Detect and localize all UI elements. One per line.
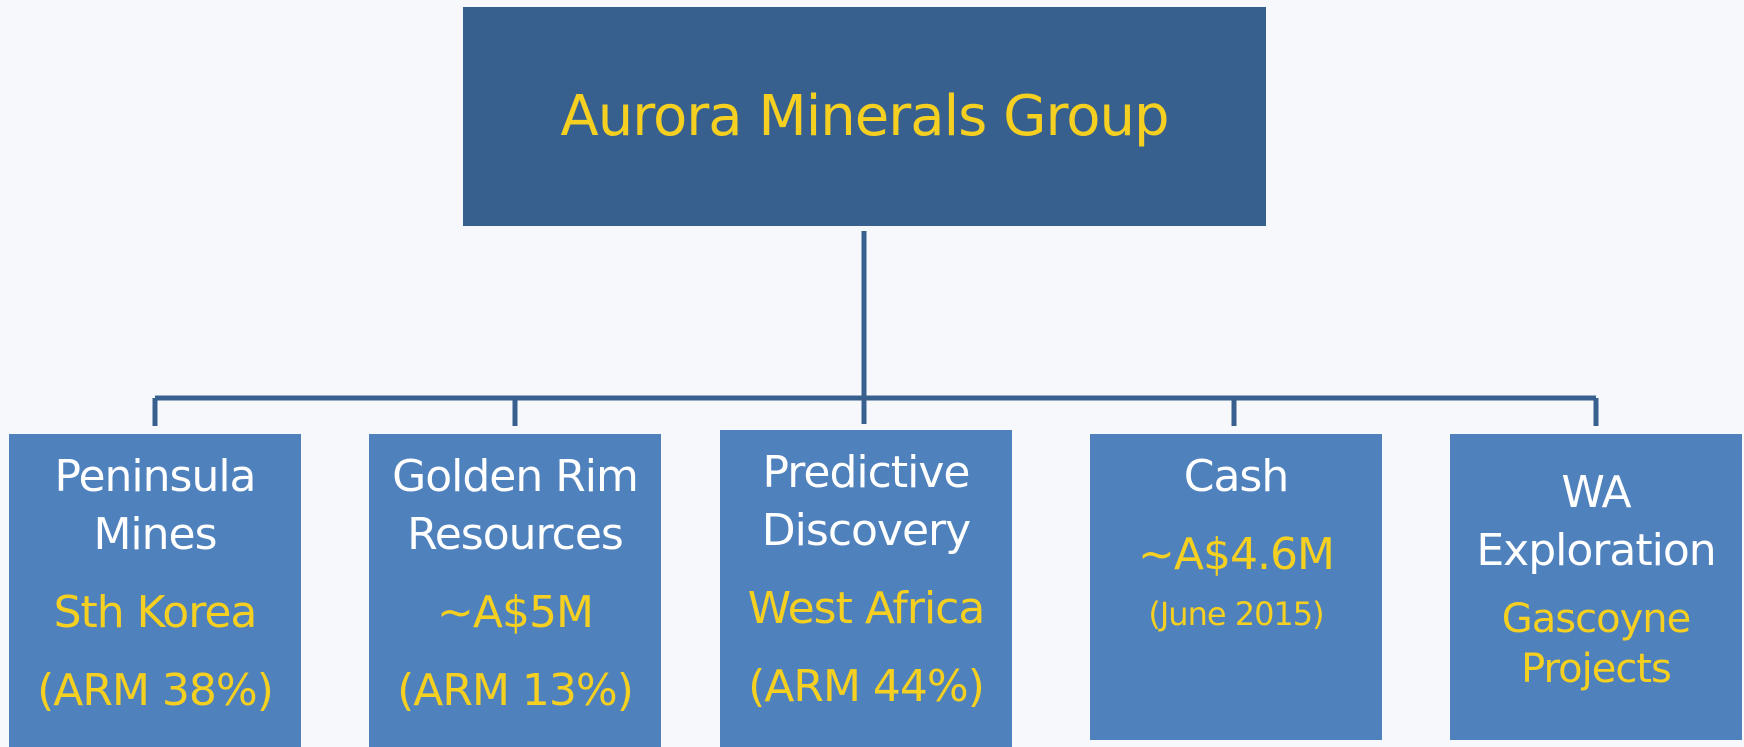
root-title: Aurora Minerals Group [560, 84, 1169, 149]
node-name: Predictive Discovery [761, 447, 971, 556]
node-detail: West Africa [747, 583, 986, 634]
node-detail: (June 2015) [1148, 595, 1324, 633]
child-node: Predictive Discovery West Africa (ARM 44%) [720, 430, 1012, 747]
node-name: Peninsula Mines [54, 451, 256, 560]
child-node: Cash ~A$4.6M (June 2015) [1090, 434, 1382, 740]
child-node: WA Exploration Gascoyne Projects [1450, 434, 1742, 740]
node-name: Golden Rim Resources [392, 451, 639, 560]
node-name: Cash [1183, 451, 1289, 502]
node-detail: (ARM 44%) [748, 661, 985, 712]
child-node: Peninsula Mines Sth Korea (ARM 38%) [9, 434, 301, 747]
child-node: Golden Rim Resources ~A$5M (ARM 13%) [369, 434, 661, 747]
node-detail: ~A$4.6M [1138, 529, 1335, 580]
node-detail: Gascoyne Projects [1501, 596, 1691, 692]
root-node: Aurora Minerals Group [463, 7, 1266, 226]
node-detail: (ARM 38%) [37, 665, 274, 716]
node-detail: (ARM 13%) [397, 665, 634, 716]
node-detail: ~A$5M [437, 587, 594, 638]
node-name: WA Exploration [1476, 467, 1716, 576]
node-detail: Sth Korea [53, 587, 258, 638]
